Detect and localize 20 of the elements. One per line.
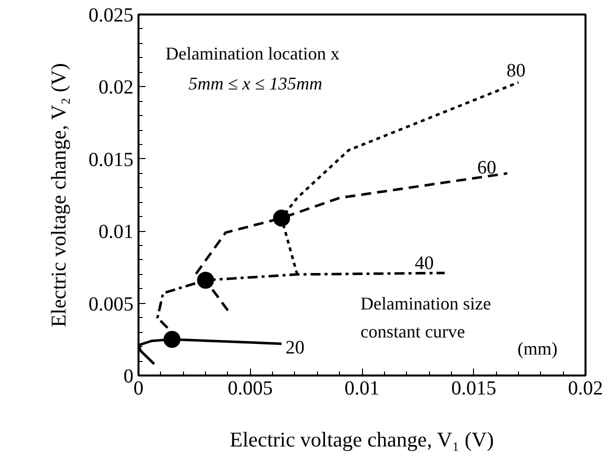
- annotation: Delamination size: [360, 294, 491, 314]
- annotation: 5mm ≤ x ≤ 135mm: [188, 74, 322, 94]
- y-tick-label: 0.01: [98, 221, 134, 244]
- x-tick-label: 0.02: [568, 378, 603, 400]
- x-axis-title: Electric voltage change, V₁ (V): [230, 428, 494, 452]
- y-tick-label: 0.02: [98, 76, 134, 99]
- y-tick-label: 0.015: [88, 148, 134, 171]
- series-label: 80: [506, 60, 526, 82]
- annotation: (mm): [518, 338, 558, 358]
- x-tick-label: 0.005: [228, 378, 273, 400]
- annotation: Delamination location x: [166, 44, 340, 64]
- annotation: constant curve: [360, 322, 465, 342]
- series-label: 20: [286, 338, 305, 359]
- x-tick-label: 0.01: [344, 378, 380, 400]
- x-tick-label: 0.015: [451, 378, 496, 400]
- y-tick-label: 0.005: [88, 293, 134, 316]
- series-label: 60: [477, 157, 496, 178]
- series-label: 40: [414, 252, 434, 274]
- y-axis-title: Electric voltage change, V₂ (V): [46, 63, 70, 328]
- y-tick-label: 0.025: [88, 4, 134, 26]
